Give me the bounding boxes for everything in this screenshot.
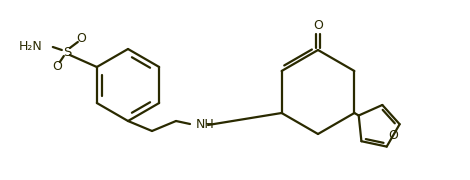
Text: NH: NH <box>196 118 215 132</box>
Text: H₂N: H₂N <box>19 39 43 53</box>
Text: O: O <box>76 31 86 44</box>
Text: S: S <box>63 46 71 58</box>
Text: O: O <box>52 60 62 73</box>
Text: O: O <box>313 19 323 32</box>
Text: O: O <box>388 129 398 142</box>
